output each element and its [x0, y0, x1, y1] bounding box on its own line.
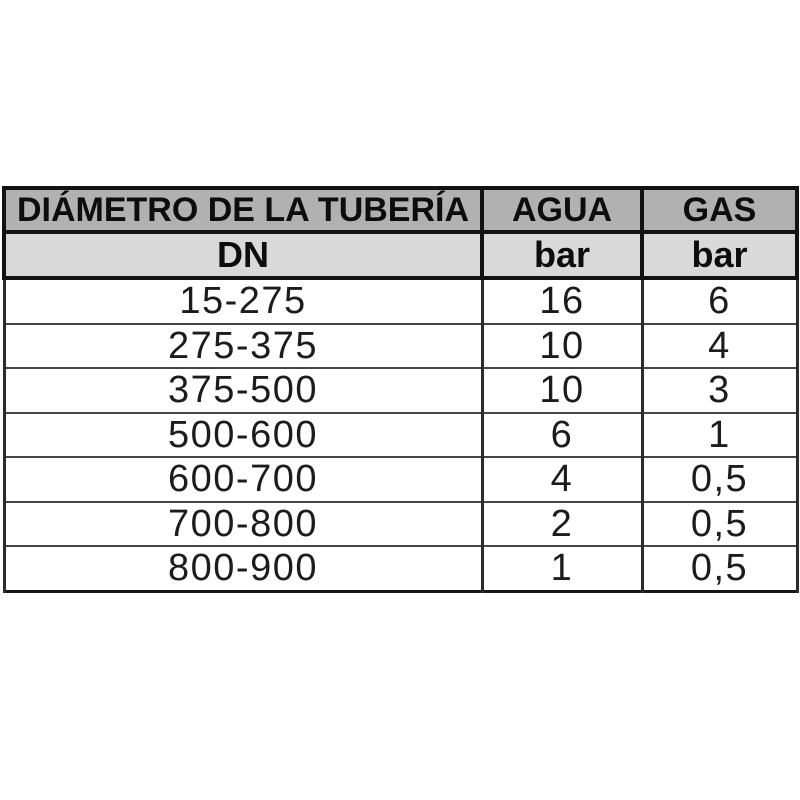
cell-gas-pressure: 0,5 [640, 456, 799, 503]
header-gas: GAS [640, 186, 799, 234]
table-row: 375-500 10 3 [2, 367, 799, 414]
cell-dn-range: 15-275 [2, 277, 484, 325]
table-row: 700-800 2 0,5 [2, 500, 799, 547]
header-agua: AGUA [480, 186, 644, 234]
pipe-pressure-rating-table: DIÁMETRO DE LA TUBERÍA AGUA GAS DN bar b… [2, 186, 799, 593]
cell-dn-range: 600-700 [2, 456, 484, 503]
cell-gas-pressure: 3 [640, 367, 799, 414]
cell-agua-pressure: 10 [480, 322, 644, 369]
cell-gas-pressure: 4 [640, 322, 799, 369]
unit-agua-bar: bar [480, 230, 644, 280]
cell-dn-range: 500-600 [2, 411, 484, 458]
cell-gas-pressure: 6 [640, 277, 799, 325]
cell-agua-pressure: 6 [480, 411, 644, 458]
table-header-row: DIÁMETRO DE LA TUBERÍA AGUA GAS [2, 186, 799, 234]
cell-dn-range: 275-375 [2, 322, 484, 369]
unit-gas-bar: bar [640, 230, 799, 280]
cell-agua-pressure: 4 [480, 456, 644, 503]
unit-dn: DN [2, 230, 484, 280]
cell-dn-range: 800-900 [2, 545, 484, 592]
cell-gas-pressure: 1 [640, 411, 799, 458]
cell-gas-pressure: 0,5 [640, 500, 799, 547]
cell-agua-pressure: 16 [480, 277, 644, 325]
cell-gas-pressure: 0,5 [640, 545, 799, 592]
table-row: 500-600 6 1 [2, 411, 799, 458]
cell-agua-pressure: 10 [480, 367, 644, 414]
table-row: 15-275 16 6 [2, 277, 799, 325]
cell-agua-pressure: 1 [480, 545, 644, 592]
cell-dn-range: 700-800 [2, 500, 484, 547]
table-units-row: DN bar bar [2, 230, 799, 280]
table-row: 800-900 1 0,5 [2, 545, 799, 592]
cell-agua-pressure: 2 [480, 500, 644, 547]
cell-dn-range: 375-500 [2, 367, 484, 414]
table-row: 275-375 10 4 [2, 322, 799, 369]
header-diameter: DIÁMETRO DE LA TUBERÍA [2, 186, 484, 234]
table-row: 600-700 4 0,5 [2, 456, 799, 503]
